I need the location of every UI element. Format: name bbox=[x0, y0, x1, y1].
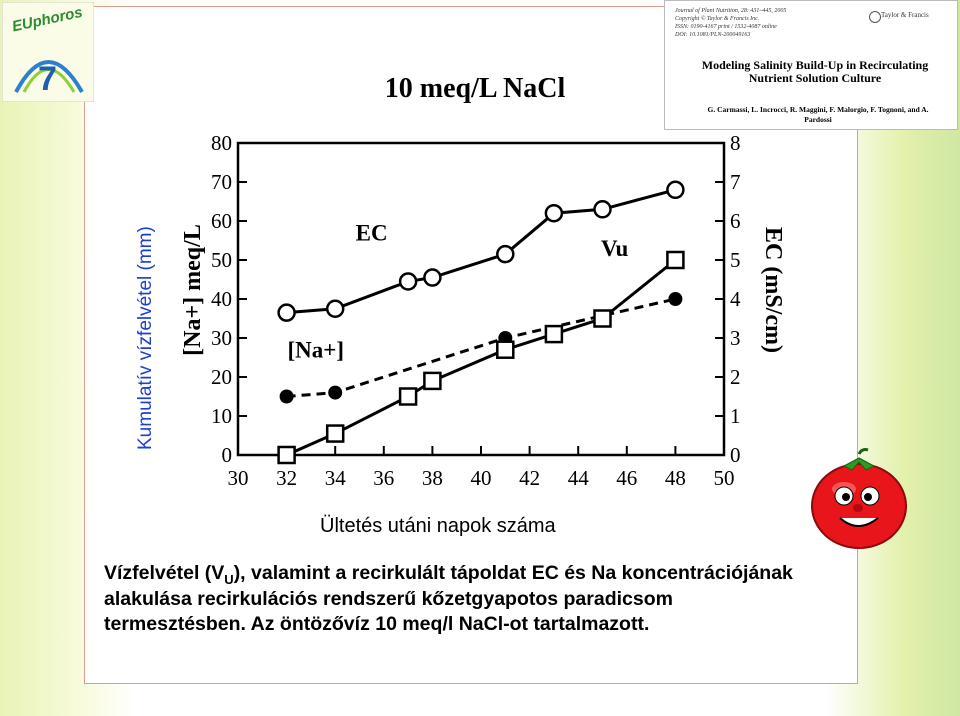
logo-number: 7 bbox=[38, 60, 57, 98]
right-tick-label: 7 bbox=[730, 170, 741, 194]
data-point bbox=[668, 292, 683, 306]
caption-subscript: U bbox=[224, 572, 234, 587]
x-tick-label: 32 bbox=[276, 466, 297, 490]
data-point bbox=[279, 389, 294, 404]
caption-part: koncentrációjának alakulása recirkuláció… bbox=[104, 562, 793, 635]
x-tick-label: 42 bbox=[519, 466, 540, 490]
right-tick-label: 4 bbox=[730, 287, 741, 311]
left-tick-label: 30 bbox=[211, 326, 232, 350]
data-point bbox=[423, 268, 442, 287]
data-point bbox=[325, 424, 345, 443]
paper-authors: G. Carmassi, L. Incrocci, R. Maggini, F.… bbox=[707, 105, 929, 124]
plot-frame bbox=[236, 141, 726, 457]
series-annotation: [Na+] bbox=[287, 338, 344, 363]
left-tick-label: 20 bbox=[211, 365, 232, 389]
series-annotation: Vu bbox=[601, 236, 628, 261]
publisher-logo-icon bbox=[869, 11, 881, 23]
x-tick-label: 36 bbox=[373, 466, 394, 490]
data-point bbox=[666, 180, 685, 200]
data-point bbox=[544, 203, 564, 223]
journal-line: DOI: 10.1081/PLN-200049163 bbox=[675, 32, 751, 38]
right-axis-label: EC (mS/cm) bbox=[760, 227, 786, 353]
left-tick-label: 10 bbox=[211, 404, 232, 428]
series-line bbox=[285, 258, 677, 457]
series-annotation: EC bbox=[356, 221, 388, 246]
right-tick-label: 3 bbox=[730, 326, 741, 350]
data-point bbox=[496, 244, 515, 264]
euphoros-logo: EUphoros 7 bbox=[2, 2, 94, 102]
left-tick-label: 0 bbox=[222, 443, 233, 467]
data-point bbox=[593, 200, 612, 219]
journal-line: ISSN: 0190-4167 print / 1532-4087 online bbox=[675, 24, 777, 30]
right-tick-label: 5 bbox=[730, 248, 741, 272]
left-tick-label: 50 bbox=[211, 248, 232, 272]
journal-line: Journal of Plant Nutrition, 28: 431–445,… bbox=[675, 8, 787, 14]
left-tick-label: 60 bbox=[211, 209, 232, 233]
x-tick-label: 44 bbox=[568, 466, 590, 490]
right-tick-label: 1 bbox=[730, 404, 741, 428]
series-line bbox=[286, 297, 676, 398]
series-layer bbox=[277, 180, 685, 465]
data-point bbox=[398, 387, 418, 406]
left-axis: 0 10 20 30 40 50 60 70 80 bbox=[211, 131, 247, 467]
tomato-mascot-icon bbox=[811, 448, 907, 549]
data-point bbox=[398, 272, 418, 291]
x-axis-label: Ültetés utáni napok száma bbox=[320, 515, 556, 537]
x-tick-label: 30 bbox=[228, 466, 249, 490]
x-tick-label: 46 bbox=[616, 466, 637, 490]
x-tick-label: 38 bbox=[422, 466, 443, 490]
caption-part: ), valamint a recirkulált tápoldat EC és… bbox=[233, 562, 617, 584]
left-axis-label: [Na+] meq/L bbox=[180, 224, 206, 356]
figure-caption: Vízfelvétel (VU), valamint a recirkulált… bbox=[104, 561, 819, 637]
publisher-name: Taylor & Francis bbox=[881, 11, 929, 19]
caption-part: Vízfelvétel (V bbox=[104, 562, 225, 584]
right-tick-label: 2 bbox=[730, 365, 741, 389]
data-point bbox=[277, 445, 296, 465]
outer-y-axis-label: Kumulatív vízfelvétel (mm) bbox=[135, 226, 156, 450]
journal-line: Copyright © Taylor & Francis Inc. bbox=[675, 16, 760, 22]
journal-info: Journal of Plant Nutrition, 28: 431–445,… bbox=[675, 7, 786, 39]
annotations: EC [Na+] Vu bbox=[287, 221, 628, 363]
right-axis: 0 1 2 3 4 5 6 7 8 bbox=[715, 131, 741, 467]
left-tick-label: 80 bbox=[211, 131, 232, 155]
data-point bbox=[666, 250, 685, 270]
chart-title: 10 meq/L NaCl bbox=[385, 73, 566, 104]
x-tick-label: 40 bbox=[471, 466, 492, 490]
paper-title: Modeling Salinity Build-Up in Recirculat… bbox=[701, 58, 929, 85]
x-axis: 30 32 34 36 38 40 42 44 46 48 50 bbox=[228, 446, 735, 490]
x-tick-label: 48 bbox=[665, 466, 686, 490]
data-point bbox=[544, 324, 564, 344]
data-point bbox=[277, 303, 296, 322]
data-point bbox=[496, 340, 515, 359]
data-point bbox=[325, 299, 345, 318]
x-tick-label: 34 bbox=[325, 466, 347, 490]
right-tick-label: 0 bbox=[730, 443, 741, 467]
data-point bbox=[423, 371, 442, 391]
right-tick-label: 6 bbox=[730, 209, 741, 233]
data-point bbox=[593, 309, 612, 328]
x-tick-label: 50 bbox=[714, 466, 735, 490]
right-tick-label: 8 bbox=[730, 131, 741, 155]
data-point bbox=[328, 385, 343, 400]
left-tick-label: 40 bbox=[211, 287, 232, 311]
paper-title-card: Journal of Plant Nutrition, 28: 431–445,… bbox=[664, 0, 958, 130]
left-tick-label: 70 bbox=[211, 170, 232, 194]
